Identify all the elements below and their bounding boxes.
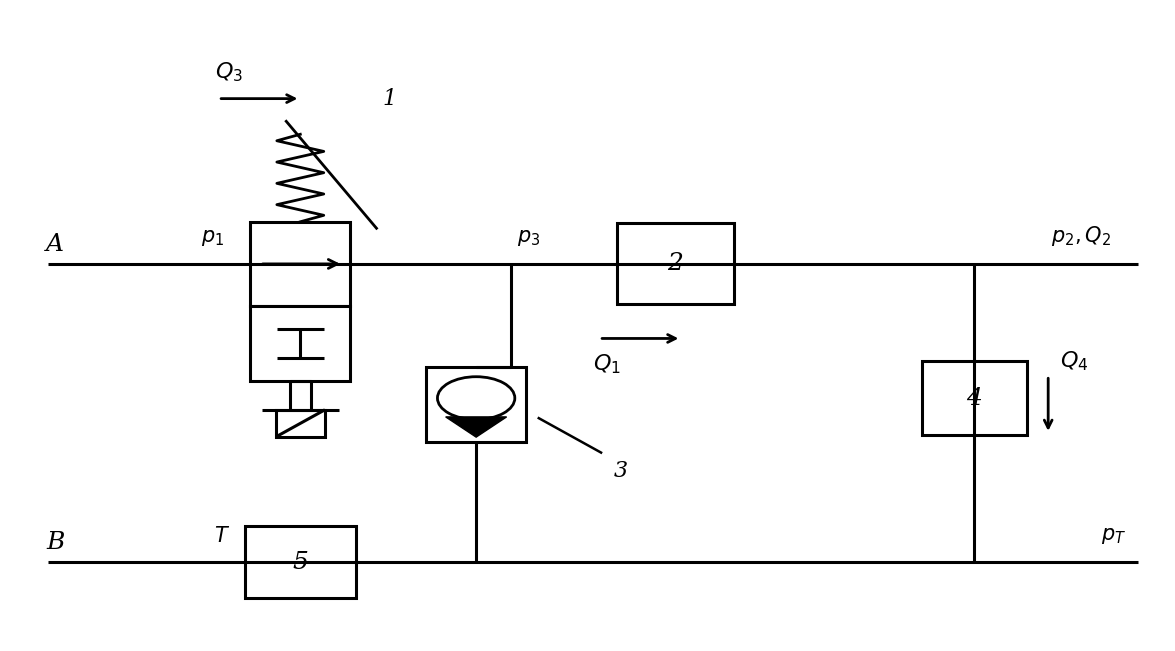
- Text: A: A: [46, 233, 63, 256]
- Text: $p_1$: $p_1$: [201, 228, 224, 248]
- Text: $T$: $T$: [214, 526, 230, 546]
- Text: $p_T$: $p_T$: [1101, 526, 1126, 546]
- Bar: [617, 223, 734, 305]
- Text: 4: 4: [966, 387, 982, 409]
- Text: $p_2,Q_2$: $p_2,Q_2$: [1050, 224, 1110, 248]
- Text: $Q_3$: $Q_3$: [215, 61, 243, 85]
- Text: 3: 3: [613, 460, 627, 482]
- Text: $Q_4$: $Q_4$: [1060, 350, 1088, 374]
- Bar: [250, 306, 350, 381]
- Bar: [427, 367, 526, 442]
- Text: 2: 2: [667, 253, 684, 275]
- Text: 5: 5: [293, 551, 308, 574]
- Text: $p_3$: $p_3$: [517, 228, 540, 248]
- Polygon shape: [445, 417, 506, 437]
- Text: 1: 1: [382, 88, 396, 109]
- Bar: [244, 527, 356, 598]
- Text: $Q_1$: $Q_1$: [593, 353, 622, 376]
- Bar: [276, 409, 325, 437]
- Bar: [250, 222, 350, 306]
- Bar: [921, 361, 1027, 436]
- Text: B: B: [46, 531, 65, 554]
